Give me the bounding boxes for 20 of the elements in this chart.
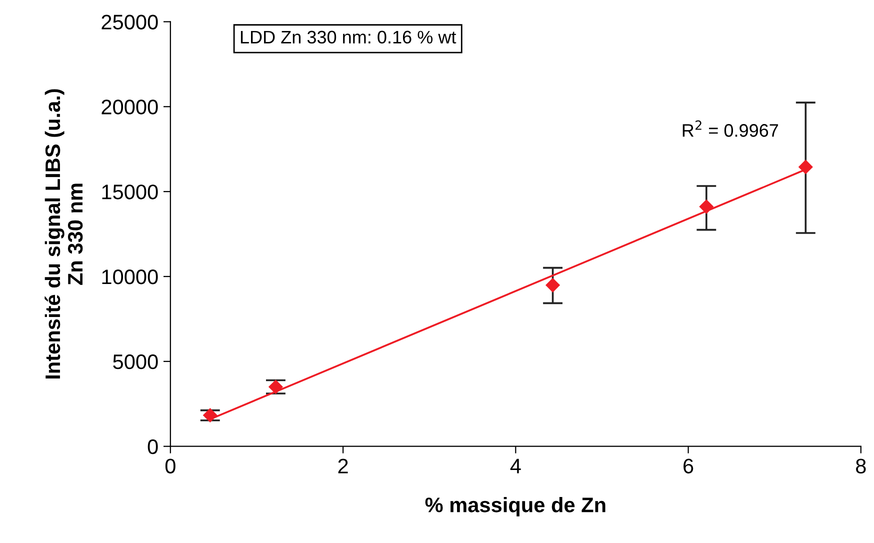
point <box>202 408 218 423</box>
point <box>798 160 813 174</box>
y-tick-label: 20000 <box>102 100 158 114</box>
y-tick-label: 0 <box>148 439 158 454</box>
point <box>268 380 284 394</box>
y-tick-label: 5000 <box>113 354 158 370</box>
y-tick-label: 10000 <box>102 269 158 284</box>
x-tick-label: 8 <box>856 458 866 474</box>
point <box>699 199 714 214</box>
annotation: R$^{2}$ = 0.9967 <box>682 120 778 137</box>
x-tick-label: 4 <box>510 458 521 474</box>
x-axis-title: % massique de Zn <box>425 497 606 516</box>
x-tick-label: 6 <box>684 458 694 474</box>
y-tick-label: 25000 <box>102 14 158 30</box>
annotation: LDD Zn 330 nm: 0.16 % wt <box>240 30 456 44</box>
x-tick-label: 0 <box>165 458 176 474</box>
y-axis-title: Intensité du signal LIBS (u.a.) Zn 330 nm <box>44 89 83 378</box>
point <box>545 278 560 292</box>
y-tick-label: 15000 <box>102 184 158 200</box>
x-tick-label: 2 <box>338 458 348 474</box>
